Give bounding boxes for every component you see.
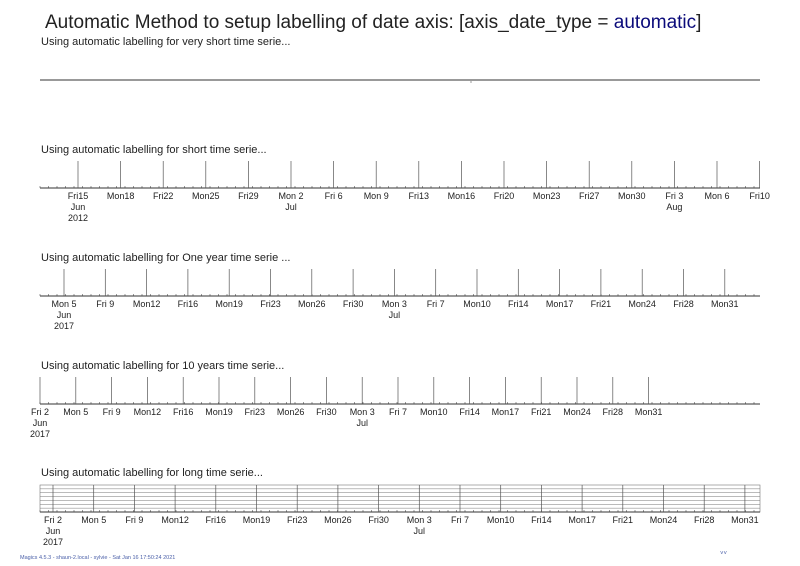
tick-label-day: Mon 5 [81, 515, 106, 525]
tick-label-day: Fri13 [409, 191, 430, 201]
tick-label-day: Fri14 [508, 299, 529, 309]
tick-label-day: Mon12 [161, 515, 189, 525]
title-accent: automatic [613, 12, 697, 33]
tick-label-day: Mon 5 [51, 299, 76, 309]
panel-title-very-short: Using automatic labelling for very short… [41, 36, 291, 48]
tick-label-day: Fri22 [153, 191, 174, 201]
tick-label-day: Fri16 [173, 407, 194, 417]
tick-label-day: Mon 2 [278, 191, 303, 201]
tick-label-day: Fri 7 [451, 515, 469, 525]
panel-title-one-year: Using automatic labelling for One year t… [41, 252, 291, 264]
tick-label-day: Fri 2 [44, 515, 62, 525]
tick-label-day: Fri28 [603, 407, 624, 417]
tick-label-day: Fri 7 [427, 299, 445, 309]
tick-label-day: Mon 3 [350, 407, 375, 417]
tick-label-day: Mon10 [420, 407, 448, 417]
tick-label-month: Jun [33, 418, 48, 428]
tick-label-day: Mon19 [215, 299, 243, 309]
tick-label-month: Jul [285, 202, 297, 212]
tick-label-day: Mon31 [731, 515, 759, 525]
tick-label-day: Fri10 [749, 191, 770, 201]
tick-label-day: Mon26 [324, 515, 352, 525]
tick-label-year: 2017 [30, 429, 50, 439]
tick-label-day: Fri 6 [325, 191, 343, 201]
tick-label-day: Fri14 [531, 515, 552, 525]
tick-label-day: Fri 7 [389, 407, 407, 417]
tick-label-month: Jun [71, 202, 86, 212]
tick-label-day: Mon10 [463, 299, 491, 309]
tick-label-month: Jul [414, 526, 426, 536]
title-prefix: Automatic Method to setup labelling of d… [45, 12, 614, 33]
tick-label-day: Fri21 [531, 407, 552, 417]
tick-label-day: Fri23 [260, 299, 281, 309]
tick-label-day: Fri23 [245, 407, 266, 417]
tick-label-month: Jun [57, 310, 72, 320]
tick-label-day: Mon 3 [382, 299, 407, 309]
panel-title-long: Using automatic labelling for long time … [41, 467, 263, 479]
tick-label-day: Mon31 [635, 407, 663, 417]
tick-label-day: Fri20 [494, 191, 515, 201]
tick-label-day: Mon19 [205, 407, 233, 417]
tick-label-day: Fri23 [287, 515, 308, 525]
panel-title-ten-years: Using automatic labelling for 10 years t… [41, 360, 285, 372]
tick-label-year: 2017 [54, 321, 74, 331]
tick-label-day: Mon24 [650, 515, 678, 525]
tick-label-day: Mon17 [568, 515, 596, 525]
tick-label-day: Fri28 [673, 299, 694, 309]
tick-label-day: Mon17 [546, 299, 574, 309]
tick-label-day: Mon26 [277, 407, 305, 417]
tick-label-day: Fri 3 [665, 191, 683, 201]
tick-label-day: Fri15 [68, 191, 89, 201]
tick-label-month: Jul [389, 310, 401, 320]
tick-label-day: Fri 9 [125, 515, 143, 525]
tick-label-day: Fri 2 [31, 407, 49, 417]
tick-label-day: Fri27 [579, 191, 600, 201]
tick-label-day: Mon30 [618, 191, 646, 201]
tick-label-day: Fri30 [343, 299, 364, 309]
tick-label-day: Fri 9 [103, 407, 121, 417]
tick-label-day: Mon12 [134, 407, 162, 417]
tick-label-day: Mon24 [628, 299, 656, 309]
tick-label-day: Mon16 [448, 191, 476, 201]
footer-mark: ˅˅ [720, 551, 728, 557]
tick-label-day: Fri29 [238, 191, 259, 201]
tick-label-day: Fri16 [206, 515, 227, 525]
tick-label-day: Mon 6 [704, 191, 729, 201]
tick-label-day: Mon31 [711, 299, 739, 309]
tick-label-year: 2012 [68, 213, 88, 223]
tick-label-day: Mon 5 [63, 407, 88, 417]
tick-label-day: Mon10 [487, 515, 515, 525]
footer-text: Magics 4.5.3 - shaun-2.local - sylvie - … [20, 555, 176, 561]
tick-label-day: Mon 9 [364, 191, 389, 201]
tick-label-day: Mon 3 [407, 515, 432, 525]
tick-label-day: Fri28 [694, 515, 715, 525]
tick-label-day: Mon24 [563, 407, 591, 417]
tick-label-day: Mon18 [107, 191, 135, 201]
tick-label-month: Jun [46, 526, 61, 536]
tick-label-year: 2017 [43, 537, 63, 547]
tick-label-day: Mon25 [192, 191, 220, 201]
panel-title-short: Using automatic labelling for short time… [41, 144, 267, 156]
tick-label-day: Mon19 [243, 515, 271, 525]
tick-label-day: Mon23 [533, 191, 561, 201]
tick-label-day: Fri30 [368, 515, 389, 525]
tick-label-day: Mon26 [298, 299, 326, 309]
tick-label-day: Fri16 [178, 299, 199, 309]
tick-label-day: Fri14 [459, 407, 480, 417]
tick-label-month: Jul [356, 418, 368, 428]
tick-label-day: Mon12 [133, 299, 161, 309]
tick-label-month: Aug [666, 202, 682, 212]
tick-label-day: Fri30 [316, 407, 337, 417]
tick-label-day: Fri21 [613, 515, 634, 525]
tick-label-day: Fri21 [591, 299, 612, 309]
page-title: Automatic Method to setup labelling of d… [45, 12, 701, 34]
title-suffix: ] [696, 12, 702, 33]
tick-label-day: Fri 9 [96, 299, 114, 309]
tick-label-day: Mon17 [492, 407, 520, 417]
